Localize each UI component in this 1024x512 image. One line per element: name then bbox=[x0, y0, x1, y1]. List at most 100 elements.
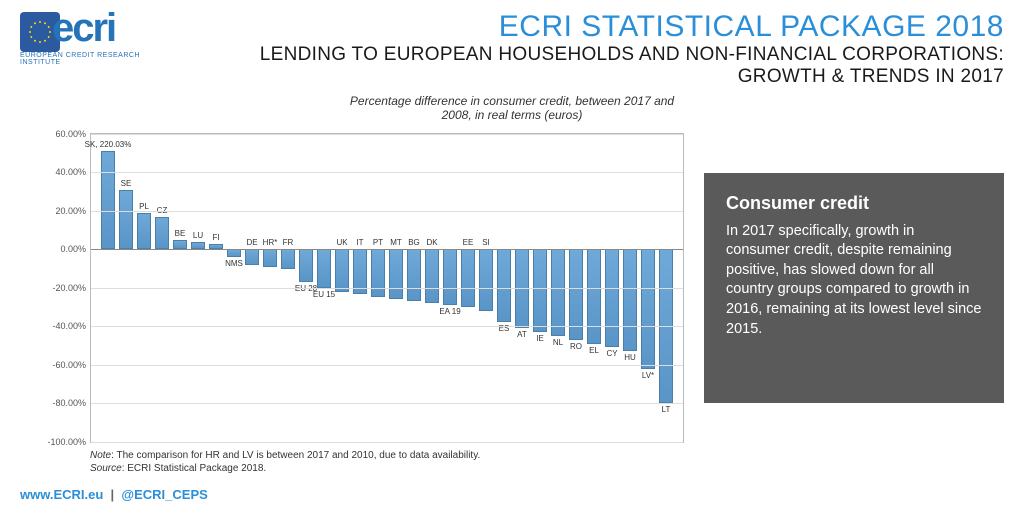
bar bbox=[119, 190, 133, 250]
bar bbox=[191, 242, 205, 250]
logo-subtitle: EUROPEAN CREDIT RESEARCH INSTITUTE bbox=[20, 52, 170, 66]
bar-label: FI bbox=[212, 233, 219, 242]
bar bbox=[587, 249, 601, 343]
source-text: : ECRI Statistical Package 2018. bbox=[122, 463, 267, 474]
bar-label: LT bbox=[662, 405, 671, 414]
y-tick-label: 40.00% bbox=[36, 167, 86, 177]
bar bbox=[101, 151, 115, 249]
bar-label: LU bbox=[193, 231, 203, 240]
note-label: Note bbox=[90, 450, 111, 461]
y-tick-label: 60.00% bbox=[36, 129, 86, 139]
content: 60.00% 40.00% 20.00% 0.00% -20.00% -40.00% -60… bbox=[0, 123, 1024, 475]
bar bbox=[425, 249, 439, 303]
bar-label: EE bbox=[463, 238, 474, 247]
footer: www.ECRI.eu | @ECRI_CEPS bbox=[20, 487, 208, 502]
logo: ecri EUROPEAN CREDIT RESEARCH INSTITUTE bbox=[20, 12, 170, 62]
bar-label: NL bbox=[553, 338, 563, 347]
bar-label: IE bbox=[536, 334, 544, 343]
gridline bbox=[91, 442, 683, 443]
bar bbox=[605, 249, 619, 347]
bar-label: EA 19 bbox=[439, 307, 460, 316]
chart-note: Note: The comparison for HR and LV is be… bbox=[90, 449, 684, 462]
bar bbox=[479, 249, 493, 311]
bar bbox=[317, 249, 331, 288]
y-tick-label: -80.00% bbox=[36, 398, 86, 408]
bar-label: IT bbox=[356, 238, 363, 247]
bar-label: LV* bbox=[642, 371, 654, 380]
gridline bbox=[91, 134, 683, 135]
bar-label: RO bbox=[570, 342, 582, 351]
bar bbox=[137, 213, 151, 250]
bar-label: EU 15 bbox=[313, 290, 335, 299]
bar bbox=[173, 240, 187, 250]
gridline bbox=[91, 249, 683, 250]
bar-label: HU bbox=[624, 353, 636, 362]
source-label: Source bbox=[90, 463, 122, 474]
y-tick-label: 0.00% bbox=[36, 244, 86, 254]
y-tick-label: -20.00% bbox=[36, 283, 86, 293]
gridline bbox=[91, 365, 683, 366]
footer-handle: @ECRI_CEPS bbox=[121, 487, 207, 502]
bar-label: EL bbox=[589, 346, 599, 355]
footer-sep: | bbox=[111, 487, 115, 502]
bar-label: SE bbox=[121, 179, 132, 188]
y-tick-label: -100.00% bbox=[36, 437, 86, 447]
bar-label: NMS bbox=[225, 259, 243, 268]
gridline bbox=[91, 326, 683, 327]
sidebar-panel: Consumer credit In 2017 specifically, gr… bbox=[704, 173, 1004, 403]
sub-title: LENDING TO EUROPEAN HOUSEHOLDS AND NON-F… bbox=[190, 44, 1004, 88]
bar-label: UK bbox=[336, 238, 347, 247]
bar-label: DE bbox=[246, 238, 257, 247]
bar bbox=[281, 249, 295, 268]
sidebar-body: In 2017 specifically, growth in consumer… bbox=[726, 222, 982, 339]
gridline bbox=[91, 288, 683, 289]
bar bbox=[497, 249, 511, 322]
y-tick-label: 20.00% bbox=[36, 206, 86, 216]
chart-notes: Note: The comparison for HR and LV is be… bbox=[90, 449, 684, 475]
main-title: ECRI STATISTICAL PACKAGE 2018 bbox=[190, 12, 1004, 42]
bar-label: MT bbox=[390, 238, 402, 247]
footer-url: www.ECRI.eu bbox=[20, 487, 103, 502]
bar bbox=[335, 249, 349, 291]
gridline bbox=[91, 211, 683, 212]
chart-box: 60.00%40.00%20.00%0.00%-20.00%-40.00%-60… bbox=[90, 133, 684, 443]
bar bbox=[623, 249, 637, 351]
y-tick-label: -60.00% bbox=[36, 360, 86, 370]
chart-area: 60.00%40.00%20.00%0.00%-20.00%-40.00%-60… bbox=[20, 133, 684, 475]
y-axis: 60.00%40.00%20.00%0.00%-20.00%-40.00%-60… bbox=[36, 134, 86, 442]
bar bbox=[227, 249, 241, 257]
chart-caption: Percentage difference in consumer credit… bbox=[0, 94, 1024, 123]
bar bbox=[407, 249, 421, 301]
chart-caption-l1: Percentage difference in consumer credit… bbox=[350, 94, 674, 108]
chart-caption-l2: 2008, in real terms (euros) bbox=[442, 108, 583, 122]
bar-label: SI bbox=[482, 238, 490, 247]
bar bbox=[371, 249, 385, 297]
bar bbox=[533, 249, 547, 332]
bar bbox=[551, 249, 565, 336]
logo-letters: ecri bbox=[52, 6, 115, 51]
bar bbox=[641, 249, 655, 368]
bar bbox=[299, 249, 313, 282]
header: ecri EUROPEAN CREDIT RESEARCH INSTITUTE … bbox=[0, 0, 1024, 92]
bar bbox=[461, 249, 475, 307]
bar bbox=[155, 217, 169, 250]
bar-label: PL bbox=[139, 202, 149, 211]
bar bbox=[245, 249, 259, 264]
bar-label: BE bbox=[175, 229, 186, 238]
gridline bbox=[91, 403, 683, 404]
bar-label: HR* bbox=[263, 238, 278, 247]
note-text: : The comparison for HR and LV is betwee… bbox=[111, 450, 480, 461]
gridline bbox=[91, 172, 683, 173]
bar-label: AT bbox=[517, 330, 527, 339]
logo-icon: ecri EUROPEAN CREDIT RESEARCH INSTITUTE bbox=[20, 12, 170, 62]
sidebar-title: Consumer credit bbox=[726, 193, 982, 214]
bar-label: PT bbox=[373, 238, 383, 247]
y-tick-label: -40.00% bbox=[36, 321, 86, 331]
bar bbox=[389, 249, 403, 299]
bar-label: FR bbox=[283, 238, 294, 247]
bar-label: CY bbox=[606, 349, 617, 358]
chart-source: Source: ECRI Statistical Package 2018. bbox=[90, 462, 684, 475]
bar bbox=[263, 249, 277, 266]
title-block: ECRI STATISTICAL PACKAGE 2018 LENDING TO… bbox=[190, 12, 1004, 88]
bar-label: DK bbox=[426, 238, 437, 247]
